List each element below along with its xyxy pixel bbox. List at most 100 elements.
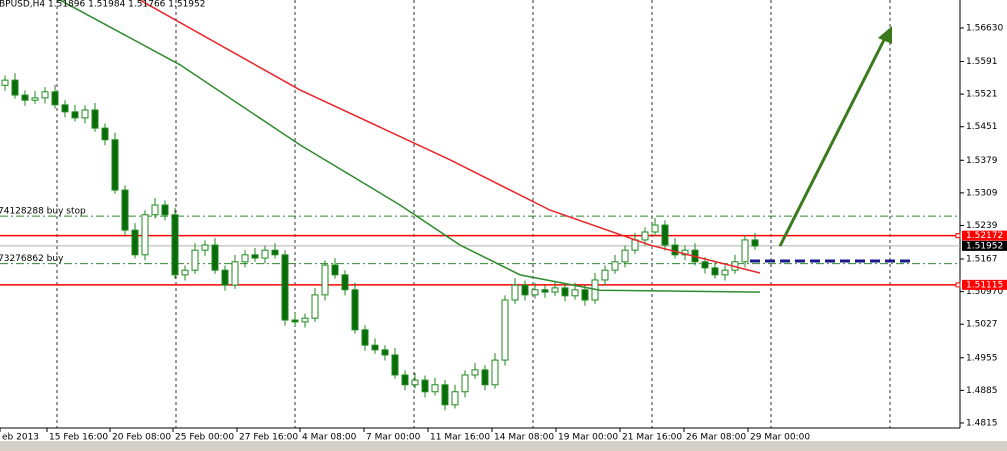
candle-body [141, 214, 149, 256]
candle-body [631, 239, 639, 251]
y-tick-label: 1.5521 [966, 90, 998, 100]
candle-body [561, 287, 569, 297]
candle-body [301, 317, 309, 323]
candle-body [551, 287, 559, 293]
candle-body [201, 244, 209, 251]
candle-body [31, 97, 39, 101]
y-tick-label: 1.4955 [966, 353, 998, 363]
candle-body [481, 369, 489, 386]
x-tick-label: 7 Mar 00:00 [366, 433, 421, 443]
candle-body [721, 269, 729, 276]
y-tick-label: 1.5239 [966, 221, 998, 231]
candle-body [741, 239, 749, 263]
candle-body [21, 94, 29, 101]
candle-body [711, 267, 719, 276]
x-tick-label: 20 Feb 08:00 [112, 433, 171, 443]
order-label: 73276862 buy [0, 254, 64, 264]
candle-body [351, 289, 359, 331]
x-tick-label: eb 2013 [2, 433, 39, 443]
y-tick-label: 1.5027 [966, 320, 998, 330]
candle-body [441, 384, 449, 406]
candle-body [431, 384, 439, 393]
candle-body [371, 344, 379, 351]
candle-body [81, 109, 89, 119]
candle-body [271, 249, 279, 256]
candle-body [671, 244, 679, 256]
x-tick-label: 26 Mar 08:00 [686, 433, 746, 443]
x-tick-label: 25 Feb 00:00 [175, 433, 234, 443]
candle-body [101, 127, 109, 141]
candle-body [701, 261, 709, 269]
candle-body [391, 354, 399, 376]
x-tick-label: 27 Feb 16:00 [239, 433, 298, 443]
candle-body [131, 229, 139, 256]
candle-body [411, 379, 419, 386]
x-tick-label: 14 Mar 08:00 [494, 433, 554, 443]
candle-body [261, 249, 269, 259]
y-tick-label: 1.5451 [966, 122, 998, 132]
x-tick-label: 21 Mar 16:00 [622, 433, 682, 443]
candle-body [151, 204, 159, 216]
level-tag [962, 240, 1007, 251]
candle-body [211, 244, 219, 271]
level-label: 1.51115 [966, 280, 1003, 290]
candle-body [511, 284, 519, 301]
candle-body [181, 269, 189, 276]
x-tick-label: 15 Feb 16:00 [49, 433, 108, 443]
candle-body [71, 111, 79, 119]
y-tick-label: 1.4815 [966, 418, 998, 428]
candle-body [251, 254, 259, 259]
candle-body [111, 139, 119, 191]
moving-average [59, 0, 761, 293]
candle-body [541, 289, 549, 293]
candle-body [11, 79, 19, 96]
scrollbar [0, 441, 1007, 451]
candle-body [601, 269, 609, 281]
y-tick-label: 1.50970 [966, 287, 1003, 297]
candle-body [491, 359, 499, 386]
candle-body [171, 214, 179, 276]
candle-body [191, 249, 199, 271]
y-tick-label: 1.56630 [966, 23, 1003, 33]
candle-body [401, 374, 409, 386]
candle-body [381, 349, 389, 356]
y-tick-label: 1.5591 [966, 57, 998, 67]
candle-body [241, 254, 249, 263]
candle-body [341, 274, 349, 291]
y-tick-label: 1.5309 [966, 188, 998, 198]
x-tick-label: 29 Mar 00:00 [750, 433, 810, 443]
candle-body [421, 379, 429, 393]
candle-body [521, 284, 529, 296]
y-tick-label: 1.5379 [966, 156, 998, 166]
candle-body [61, 104, 69, 113]
y-tick-label: 1.5167 [966, 255, 998, 265]
moving-average [139, 0, 761, 274]
level-tag [962, 279, 1007, 290]
level-label: 1.52172 [966, 231, 1003, 241]
candle-body [751, 239, 759, 247]
candle-body [451, 391, 459, 406]
candle-body [461, 374, 469, 393]
y-tick-label: 1.4885 [966, 386, 998, 396]
candle-body [531, 289, 539, 296]
candle-body [1, 79, 9, 86]
candle-body [471, 369, 479, 376]
trend-arrow [778, 35, 888, 247]
x-tick-label: 19 Mar 00:00 [558, 433, 618, 443]
level-tag [962, 230, 1007, 241]
candle-body [651, 224, 659, 233]
candle-body [571, 289, 579, 297]
candle-body [121, 189, 129, 231]
level-label: 1.51952 [966, 241, 1003, 251]
candle-body [331, 264, 339, 276]
candle-body [321, 264, 329, 296]
candle-body [161, 204, 169, 216]
candle-body [41, 91, 49, 99]
candle-body [501, 299, 509, 361]
candle-body [641, 231, 649, 241]
candle-body [581, 289, 589, 301]
